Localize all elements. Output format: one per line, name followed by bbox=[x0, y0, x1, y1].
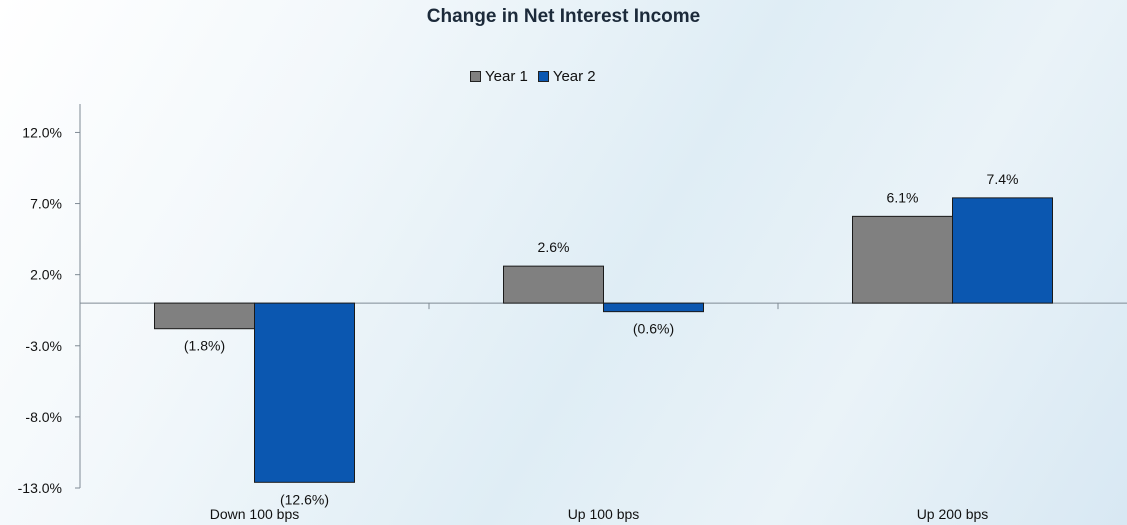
legend-label-year-1: Year 1 bbox=[485, 68, 528, 85]
x-category-label: Up 100 bps bbox=[568, 506, 640, 522]
data-label-year-1-down-100-bps: (1.8%) bbox=[184, 338, 225, 354]
y-tick-label: -8.0% bbox=[25, 409, 62, 425]
data-label-year-2-up-200-bps: 7.4% bbox=[987, 171, 1019, 187]
x-category-label: Up 200 bps bbox=[917, 506, 989, 522]
bar-year-2-up-200-bps bbox=[952, 197, 1053, 304]
data-label-year-2-up-100-bps: (0.6%) bbox=[633, 321, 674, 337]
chart-legend: Year 1 Year 2 bbox=[470, 68, 606, 85]
data-label-year-2-down-100-bps: (12.6%) bbox=[280, 491, 329, 507]
bar-year-1-up-200-bps bbox=[852, 215, 953, 304]
legend-swatch-year-2 bbox=[537, 71, 549, 82]
y-tick-label: 2.0% bbox=[30, 267, 62, 283]
legend-item-year-1: Year 1 bbox=[470, 68, 528, 85]
legend-label-year-2: Year 2 bbox=[552, 68, 596, 85]
legend-item-year-2: Year 2 bbox=[537, 68, 596, 85]
bar-year-1-up-100-bps bbox=[503, 265, 604, 304]
y-tick-label: 7.0% bbox=[30, 196, 62, 212]
data-label-year-1-up-200-bps: 6.1% bbox=[887, 189, 919, 205]
y-tick-label: -3.0% bbox=[25, 338, 62, 354]
bar-year-2-up-100-bps bbox=[603, 302, 704, 313]
data-label-year-1-up-100-bps: 2.6% bbox=[538, 239, 570, 255]
x-category-label: Down 100 bps bbox=[210, 506, 300, 522]
legend-swatch-year-1 bbox=[470, 71, 481, 82]
bar-year-1-down-100-bps bbox=[154, 302, 255, 330]
bar-year-2-down-100-bps bbox=[254, 302, 355, 483]
y-tick-label: -13.0% bbox=[18, 480, 62, 496]
y-tick-label: 12.0% bbox=[22, 124, 62, 140]
chart-title: Change in Net Interest Income bbox=[426, 6, 701, 27]
